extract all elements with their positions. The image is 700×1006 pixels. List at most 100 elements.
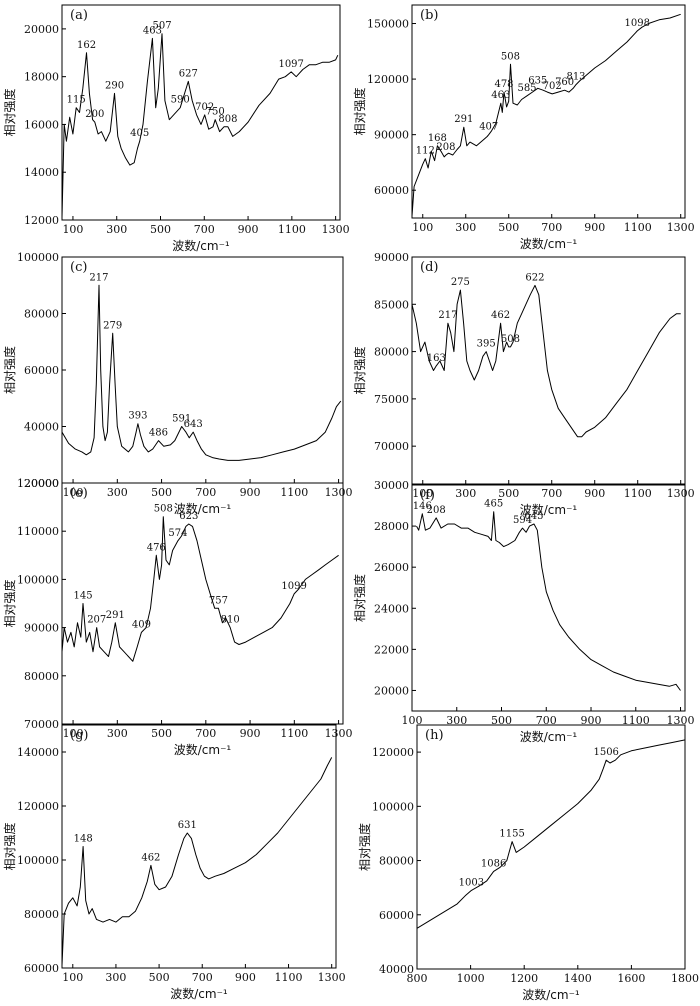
panel-c: 100 300 500 700 900 1100 1300 20000 40000 60000 80… <box>2 251 353 516</box>
panel-e-peak-label: 207 <box>87 615 106 626</box>
panel-a-peak-label: 808 <box>218 114 237 125</box>
panel-d-peak-label: 395 <box>477 339 496 350</box>
panel-d-ytick-label: 70000 <box>374 440 409 453</box>
panel-f-panel-label: (f) <box>420 488 435 503</box>
panel-d-ytick-label: 75000 <box>374 393 409 406</box>
panel-a-xtick-label: 700 <box>194 223 215 236</box>
panel-e-xtick-label: 700 <box>195 727 216 740</box>
panel-e-peak-label: 810 <box>221 615 240 626</box>
panel-g-peak-label: 631 <box>178 820 197 831</box>
panel-d-panel-label: (d) <box>420 260 438 275</box>
panel-a-peak-label: 405 <box>130 128 149 139</box>
panel-a-frame <box>61 4 341 221</box>
panel-c-peak-label: 486 <box>149 428 168 439</box>
panel-g-xtick-label: 1300 <box>318 971 346 984</box>
panel-h-ytick-label: 80000 <box>379 855 414 868</box>
panel-a-peak-label: 115 <box>67 95 86 106</box>
panel-c-xtick-label: 900 <box>240 486 261 499</box>
panel-d-ytick-label: 90000 <box>374 251 409 264</box>
panel-e-ytick-label: 120000 <box>17 477 59 490</box>
panel-c-ytick-label: 60000 <box>24 364 59 377</box>
panel-a-peak-label: 200 <box>85 109 104 120</box>
panel-e-ytick-label: 90000 <box>24 622 59 635</box>
panel-c-spectrum-line <box>61 284 342 461</box>
panel-c-xlabel: 波数/cm⁻¹ <box>174 501 232 516</box>
panel-a-xtick-label: 500 <box>150 223 171 236</box>
panel-c-frame <box>61 256 344 484</box>
panel-e-peak-label: 291 <box>106 610 125 621</box>
panel-d-xtick-label: 700 <box>541 487 562 500</box>
panel-e-xtick-label: 1300 <box>325 727 353 740</box>
panel-e-peak-label: 508 <box>154 504 173 515</box>
panel-e-xlabel: 波数/cm⁻¹ <box>174 742 232 757</box>
panel-e-ytick-label: 80000 <box>24 670 59 683</box>
panel-d-peak-label: 163 <box>427 353 446 364</box>
panel-h-xtick-label: 800 <box>407 972 428 985</box>
panel-a-peak-label: 162 <box>77 40 96 51</box>
panel-d-xtick-label: 900 <box>584 487 605 500</box>
panel-a-ytick-label: 18000 <box>24 71 59 84</box>
panel-a-peak-label: 1097 <box>278 59 303 70</box>
panel-f-peak-label: 645 <box>524 511 543 522</box>
panel-f-ylabel: 相对强度 <box>352 574 367 622</box>
panel-f-xtick-label: 100 <box>402 714 423 727</box>
panel-f-xtick-label: 700 <box>536 714 557 727</box>
panel-b-panel-label: (b) <box>420 8 438 23</box>
panel-g-xtick-label: 1100 <box>275 971 303 984</box>
panel-g-panel-label: (g) <box>70 728 88 743</box>
panel-b-xtick-label: 900 <box>584 221 605 234</box>
panel-e-ytick-label: 110000 <box>17 525 59 538</box>
panel-f-frame <box>411 484 686 712</box>
panel-b-frame <box>411 4 686 219</box>
panel-h-panel-label: (h) <box>425 728 444 743</box>
panel-f-ytick-label: 22000 <box>374 643 409 656</box>
panel-f-xtick-label: 900 <box>581 714 602 727</box>
panel-d-ytick-label: 80000 <box>374 346 409 359</box>
panel-b-ytick-label: 120000 <box>367 73 409 86</box>
panel-c-ylabel: 相对强度 <box>2 346 17 394</box>
panel-g-xtick-label: 700 <box>192 971 213 984</box>
panel-b-xtick-label: 100 <box>412 221 433 234</box>
panel-b-xtick-label: 300 <box>455 221 476 234</box>
panel-e-peak-label: 409 <box>132 619 151 630</box>
panel-e-xtick-label: 900 <box>240 727 261 740</box>
panel-g-ytick-label: 120000 <box>17 800 59 813</box>
panel-c-peak-label: 217 <box>89 272 108 283</box>
panel-f-peak-label: 146 <box>413 501 432 512</box>
panel-f-ytick-label: 20000 <box>374 684 409 697</box>
panel-c-xtick-label: 500 <box>151 486 172 499</box>
panel-h-peak-label: 1086 <box>481 858 506 869</box>
panel-d-spectrum-line <box>411 284 681 438</box>
panel-b-peak-label: 635 <box>528 75 547 86</box>
panel-h-xtick-label: 1600 <box>617 972 645 985</box>
panel-b-peak-label: 168 <box>428 133 447 144</box>
panel-e-xtick-label: 500 <box>151 727 172 740</box>
panel-a-xtick-label: 100 <box>62 223 83 236</box>
panel-b-peak-label: 760 <box>555 77 574 88</box>
panel-g-xtick-label: 100 <box>62 971 83 984</box>
panel-e-peak-label: 757 <box>209 595 228 606</box>
panel-f-peak-label: 594 <box>513 515 532 526</box>
panel-a-peak-label: 590 <box>171 95 190 106</box>
panel-e-panel-label: (e) <box>70 486 88 501</box>
panel-h-ylabel: 相对强度 <box>357 823 372 871</box>
panel-g-ytick-label: 140000 <box>17 746 59 759</box>
panel-h-peak-label: 1155 <box>499 829 524 840</box>
panel-d-peak-label: 508 <box>501 334 520 345</box>
panel-b-xtick-label: 1100 <box>624 221 652 234</box>
panel-e-ytick-label: 70000 <box>24 718 59 731</box>
panel-a-xtick-label: 300 <box>106 223 127 236</box>
panel-b-peak-label: 702 <box>543 81 562 92</box>
panel-b-ytick-label: 90000 <box>374 129 409 142</box>
panel-g-xlabel: 波数/cm⁻¹ <box>170 986 228 1001</box>
panel-h-ytick-label: 100000 <box>372 800 414 813</box>
panel-c-xtick-label: 100 <box>63 486 84 499</box>
panel-f-xtick-label: 1300 <box>667 714 695 727</box>
panel-e-frame <box>61 482 344 725</box>
panel-f-xlabel: 波数/cm⁻¹ <box>520 729 578 744</box>
panel-b-peak-label: 585 <box>517 83 536 94</box>
panel-f-xtick-label: 300 <box>446 714 467 727</box>
panel-h-peak-label: 1506 <box>593 747 618 758</box>
panel-d-peak-label: 462 <box>491 310 510 321</box>
panel-h-xtick-label: 1400 <box>564 972 592 985</box>
